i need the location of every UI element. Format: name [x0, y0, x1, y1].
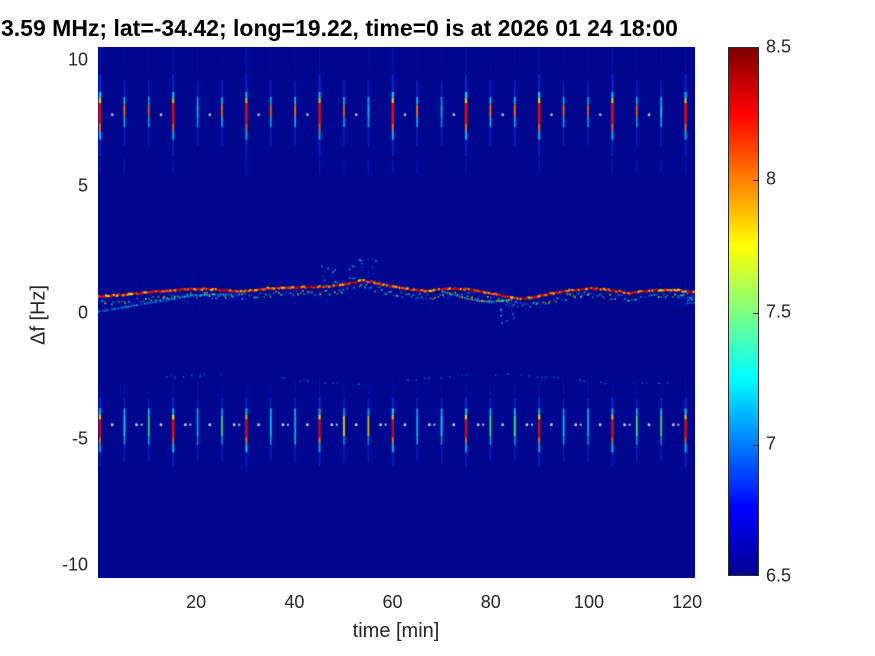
- colorbar-tick-mark: [753, 444, 758, 446]
- x-tick-label: 40: [284, 592, 305, 612]
- figure-title: 3.59 MHz; lat=-34.42; long=19.22, time=0…: [1, 15, 678, 41]
- colorbar-tick-label: 7.5: [766, 301, 792, 321]
- y-tick-label: 10: [67, 49, 88, 70]
- x-tick-label: 60: [382, 592, 403, 612]
- y-tick-label: 0: [77, 302, 88, 322]
- y-axis-ticks: 10 5 0 -5 -10: [0, 47, 88, 578]
- colorbar-tick-label: 8: [766, 168, 777, 189]
- colorbar-tick-label: 7: [766, 433, 777, 454]
- x-tick-label: 120: [672, 592, 703, 612]
- x-axis-ticks: 20 40 60 80 100 120: [98, 592, 702, 614]
- colorbar-ticks: 8.5 8 7.5 7 6.5: [766, 37, 826, 586]
- y-tick-label: -5: [71, 428, 88, 449]
- x-tick-label: 20: [186, 592, 207, 612]
- x-tick-label: 80: [480, 592, 501, 612]
- x-axis-label: time [min]: [352, 620, 440, 642]
- colorbar-tick-label: 8.5: [766, 36, 792, 57]
- colorbar: [728, 47, 759, 576]
- colorbar-tick-mark: [753, 180, 758, 182]
- x-tick-label: 100: [573, 592, 604, 612]
- y-tick-label: -10: [61, 554, 88, 575]
- colorbar-tick-label: 6.5: [766, 565, 792, 586]
- colorbar-tick-mark: [753, 312, 758, 314]
- heatmap-canvas: [98, 47, 695, 578]
- y-tick-label: 5: [77, 175, 88, 196]
